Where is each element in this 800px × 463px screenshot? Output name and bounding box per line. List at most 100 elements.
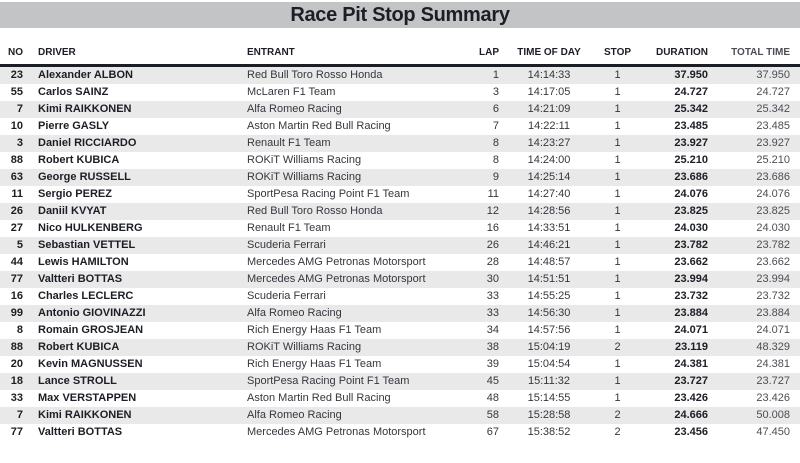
column-header-duration: DURATION — [640, 38, 712, 67]
cell-lap: 1 — [492, 69, 499, 81]
column-header-stop: STOP — [595, 38, 640, 67]
cell-time-of-day: 14:55:25 — [527, 290, 571, 302]
cell-duration: 24.071 — [674, 324, 708, 336]
cell-stop: 1 — [614, 103, 621, 115]
table-header-row: NO DRIVER ENTRANT LAP TIME OF DAY STOP DURATIO… — [0, 38, 800, 67]
cell-total-time: 23.825 — [756, 205, 790, 217]
cell-no: 11 — [11, 188, 23, 200]
cell-lap: 33 — [486, 307, 499, 319]
cell-time-of-day: 14:23:27 — [527, 137, 571, 149]
cell-entrant: Mercedes AMG Petronas Motorsport — [247, 273, 426, 285]
cell-lap: 39 — [486, 358, 499, 370]
cell-driver: Kevin MAGNUSSEN — [38, 358, 143, 370]
cell-driver: Antonio GIOVINAZZI — [38, 307, 146, 319]
cell-stop: 1 — [614, 307, 621, 319]
column-header-no: NO — [0, 38, 30, 67]
cell-no: 77 — [10, 273, 23, 285]
table-row: 8 Romain GROSJEAN Rich Energy Haas F1 Team… — [0, 322, 800, 339]
cell-duration: 23.994 — [674, 273, 708, 285]
cell-no: 33 — [10, 392, 23, 404]
cell-no: 20 — [10, 358, 23, 370]
cell-duration: 24.727 — [674, 86, 708, 98]
cell-time-of-day: 14:21:09 — [527, 103, 571, 115]
cell-duration: 23.825 — [674, 205, 708, 217]
cell-lap: 58 — [486, 409, 499, 421]
cell-entrant: Alfa Romeo Racing — [247, 103, 342, 115]
table-row: 27 Nico HULKENBERG Renault F1 Team 16 14:33:… — [0, 220, 800, 237]
cell-time-of-day: 15:38:52 — [527, 426, 571, 438]
cell-no: 55 — [10, 86, 23, 98]
cell-driver: Kimi RAIKKONEN — [38, 103, 132, 115]
table-row: 7 Kimi RAIKKONEN Alfa Romeo Racing 58 15:28:… — [0, 407, 800, 424]
cell-no: 8 — [16, 324, 23, 336]
cell-total-time: 23.686 — [756, 171, 790, 183]
cell-time-of-day: 14:48:57 — [527, 256, 571, 268]
cell-total-time: 47.450 — [756, 426, 790, 438]
column-header-entrant: ENTRANT — [245, 38, 470, 67]
cell-total-time: 24.381 — [756, 358, 790, 370]
cell-driver: Romain GROSJEAN — [38, 324, 144, 336]
cell-no: 3 — [16, 137, 23, 149]
cell-stop: 1 — [614, 188, 621, 200]
cell-stop: 1 — [614, 222, 621, 234]
cell-time-of-day: 14:24:00 — [527, 154, 571, 166]
cell-entrant: ROKiT Williams Racing — [247, 171, 362, 183]
cell-duration: 23.732 — [674, 290, 708, 302]
table-row: 55 Carlos SAINZ McLaren F1 Team 3 14:17:05 1 2… — [0, 84, 800, 101]
cell-duration: 24.666 — [674, 409, 708, 421]
cell-stop: 1 — [614, 205, 621, 217]
cell-duration: 23.119 — [674, 341, 708, 353]
cell-duration: 37.950 — [674, 69, 708, 81]
cell-duration: 24.381 — [674, 358, 708, 370]
cell-duration: 23.456 — [674, 426, 708, 438]
cell-total-time: 50.008 — [756, 409, 790, 421]
cell-entrant: Red Bull Toro Rosso Honda — [247, 69, 383, 81]
cell-total-time: 37.950 — [756, 69, 790, 81]
cell-total-time: 23.485 — [756, 120, 790, 132]
table-row: 88 Robert KUBICA ROKiT Williams Racing 8 14:… — [0, 152, 800, 169]
cell-no: 88 — [10, 341, 23, 353]
table-row: 88 Robert KUBICA ROKiT Williams Racing 38 15… — [0, 339, 800, 356]
cell-no: 18 — [10, 375, 23, 387]
cell-time-of-day: 14:51:51 — [527, 273, 571, 285]
cell-lap: 48 — [486, 392, 499, 404]
cell-no: 10 — [10, 120, 23, 132]
cell-no: 44 — [10, 256, 23, 268]
cell-no: 77 — [10, 426, 23, 438]
cell-entrant: Renault F1 Team — [247, 222, 331, 234]
cell-time-of-day: 14:14:33 — [527, 69, 571, 81]
cell-time-of-day: 15:04:54 — [527, 358, 571, 370]
cell-entrant: ROKiT Williams Racing — [247, 154, 362, 166]
cell-time-of-day: 14:17:05 — [527, 86, 571, 98]
cell-lap: 67 — [486, 426, 499, 438]
cell-lap: 8 — [492, 137, 499, 149]
table-row: 23 Alexander ALBON Red Bull Toro Rosso Hon… — [0, 65, 800, 84]
cell-time-of-day: 15:04:19 — [527, 341, 571, 353]
cell-total-time: 24.727 — [756, 86, 790, 98]
cell-lap: 11 — [487, 188, 499, 200]
cell-total-time: 24.071 — [756, 324, 790, 336]
cell-lap: 45 — [486, 375, 499, 387]
cell-time-of-day: 14:57:56 — [527, 324, 571, 336]
cell-no: 16 — [10, 290, 23, 302]
cell-lap: 34 — [486, 324, 499, 336]
cell-driver: Kimi RAIKKONEN — [38, 409, 132, 421]
cell-entrant: Aston Martin Red Bull Racing — [247, 120, 391, 132]
cell-driver: Sergio PEREZ — [38, 188, 112, 200]
table-row: 7 Kimi RAIKKONEN Alfa Romeo Racing 6 14:21:0… — [0, 101, 800, 118]
column-header-time-of-day: TIME OF DAY — [503, 38, 595, 67]
cell-lap: 28 — [486, 256, 499, 268]
cell-total-time: 23.662 — [756, 256, 790, 268]
cell-driver: Daniil KVYAT — [38, 205, 107, 217]
cell-driver: Robert KUBICA — [38, 154, 120, 166]
cell-driver: Alexander ALBON — [38, 69, 133, 81]
title-bar: Race Pit Stop Summary — [0, 2, 800, 28]
cell-duration: 23.662 — [674, 256, 708, 268]
table-row: 63 George RUSSELL ROKiT Williams Racing 9 14… — [0, 169, 800, 186]
cell-entrant: Rich Energy Haas F1 Team — [247, 358, 382, 370]
cell-driver: Max VERSTAPPEN — [38, 392, 137, 404]
cell-driver: Lewis HAMILTON — [38, 256, 129, 268]
cell-total-time: 24.030 — [756, 222, 790, 234]
cell-entrant: Scuderia Ferrari — [247, 290, 326, 302]
cell-driver: Carlos SAINZ — [38, 86, 109, 98]
